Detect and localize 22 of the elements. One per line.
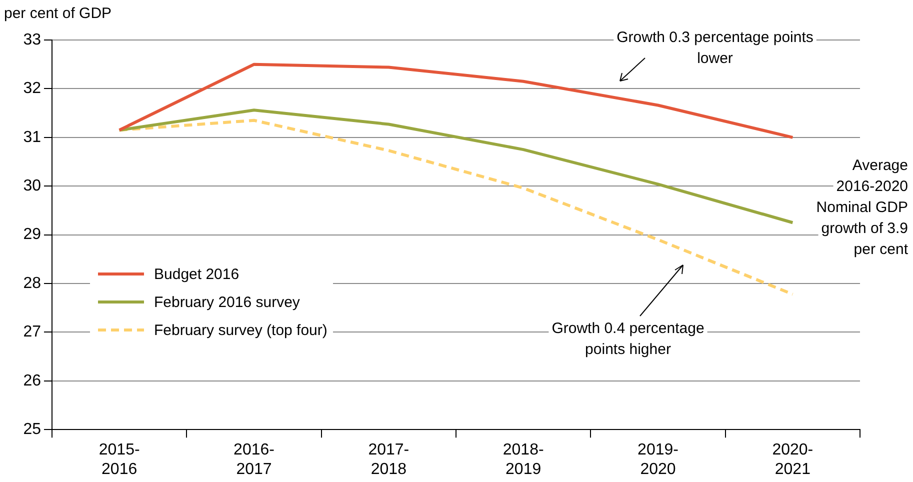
y-axis-title: per cent of GDP bbox=[4, 5, 112, 22]
y-tick-label: 33 bbox=[23, 31, 42, 48]
y-tick-label: 27 bbox=[23, 324, 42, 341]
y-tick-label: 29 bbox=[23, 226, 42, 244]
legend-label: February 2016 survey bbox=[154, 294, 300, 310]
annotation: Growth 0.3 percentage points lower bbox=[616, 29, 814, 68]
y-tick-label: 25 bbox=[23, 421, 42, 438]
y-tick-label: 26 bbox=[23, 372, 42, 390]
annotation: Growth 0.4 percentage points higher bbox=[552, 320, 704, 358]
y-tick-label: 32 bbox=[23, 80, 42, 98]
legend-label: Budget 2016 bbox=[154, 266, 240, 282]
x-tick-label: 2018-2019 bbox=[502, 442, 544, 478]
x-tick-label: 2016-2017 bbox=[234, 442, 274, 478]
x-tick-label: 2019-2020 bbox=[638, 442, 678, 478]
y-tick-label: 30 bbox=[23, 178, 42, 195]
annotation: Average 2016-2020 Nominal GDP growth of 3.9 per cent bbox=[816, 157, 909, 258]
x-tick-label: 2017-2018 bbox=[368, 442, 410, 478]
x-tick-label: 2015-2016 bbox=[98, 442, 140, 478]
y-tick-label: 28 bbox=[23, 274, 42, 292]
x-tick-label: 2020-2021 bbox=[772, 442, 814, 478]
y-tick-label: 31 bbox=[23, 128, 42, 146]
legend-label: February survey (top four) bbox=[154, 322, 328, 338]
